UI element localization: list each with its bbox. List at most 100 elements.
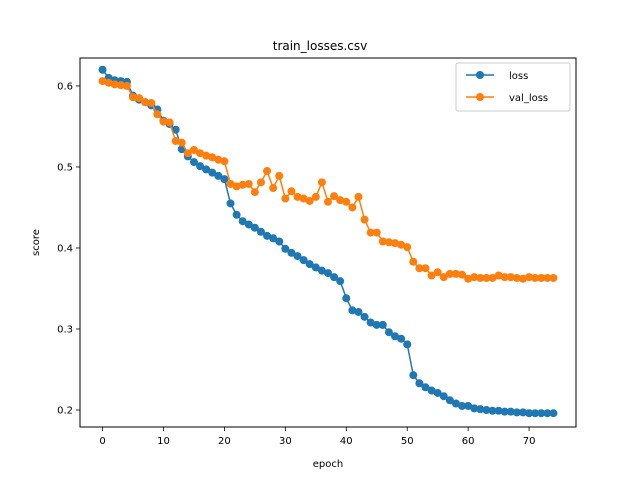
- data-point-val-loss: [165, 118, 174, 127]
- data-point-val-loss: [104, 78, 113, 87]
- data-point-val-loss: [238, 180, 247, 189]
- data-point-loss: [458, 401, 467, 410]
- data-point-loss: [287, 248, 296, 257]
- data-point-loss: [397, 334, 406, 343]
- data-point-val-loss: [403, 243, 412, 252]
- data-point-val-loss: [500, 273, 509, 282]
- x-axis-label: epoch: [313, 459, 343, 470]
- data-point-loss: [214, 171, 223, 180]
- data-point-val-loss: [171, 137, 180, 146]
- data-point-loss: [378, 320, 387, 329]
- data-point-val-loss: [470, 273, 479, 282]
- y-tick-label: 0.4: [57, 243, 73, 254]
- data-point-loss: [525, 409, 534, 418]
- data-point-loss: [220, 175, 229, 184]
- data-point-loss: [202, 165, 211, 174]
- data-point-loss: [171, 125, 180, 134]
- data-point-val-loss: [208, 153, 217, 162]
- data-point-loss: [464, 401, 473, 410]
- x-tick-label: 20: [218, 436, 231, 447]
- data-point-val-loss: [549, 273, 558, 282]
- data-point-loss: [256, 227, 265, 236]
- data-point-val-loss: [281, 194, 290, 203]
- data-point-val-loss: [141, 98, 150, 107]
- y-tick-label: 0.6: [57, 81, 73, 92]
- data-point-loss: [433, 388, 442, 397]
- data-point-val-loss: [336, 196, 345, 205]
- data-point-val-loss: [525, 273, 534, 282]
- data-point-loss: [439, 392, 448, 401]
- legend-marker-loss: [476, 71, 484, 79]
- data-point-loss: [415, 379, 424, 388]
- data-point-val-loss: [409, 257, 418, 266]
- x-tick-label: 10: [157, 436, 170, 447]
- data-point-val-loss: [232, 182, 241, 191]
- legend: loss val_loss: [455, 62, 571, 112]
- data-point-loss: [482, 405, 491, 414]
- y-axis-label: score: [31, 229, 42, 256]
- data-point-loss: [518, 408, 527, 417]
- data-point-loss: [427, 386, 436, 395]
- data-point-val-loss: [397, 240, 406, 249]
- data-point-loss: [189, 158, 198, 167]
- data-point-val-loss: [244, 179, 253, 188]
- data-point-val-loss: [348, 203, 357, 212]
- y-tick-label: 0.5: [57, 162, 73, 173]
- data-point-val-loss: [183, 149, 192, 158]
- data-point-loss: [330, 273, 339, 282]
- data-point-loss: [293, 252, 302, 261]
- data-point-val-loss: [122, 81, 131, 90]
- data-point-val-loss: [250, 188, 259, 197]
- data-point-loss: [494, 406, 503, 415]
- data-point-val-loss: [330, 192, 339, 201]
- data-point-val-loss: [202, 151, 211, 160]
- data-point-loss: [299, 256, 308, 265]
- data-point-loss: [269, 234, 278, 243]
- data-point-val-loss: [537, 273, 546, 282]
- data-point-val-loss: [159, 117, 168, 126]
- data-point-loss: [305, 260, 314, 269]
- data-point-loss: [403, 340, 412, 349]
- data-point-loss: [488, 406, 497, 415]
- data-point-loss: [226, 199, 235, 208]
- data-point-val-loss: [256, 178, 265, 187]
- data-point-val-loss: [317, 178, 326, 187]
- data-point-val-loss: [287, 187, 296, 196]
- data-point-loss: [360, 312, 369, 321]
- data-point-val-loss: [427, 271, 436, 280]
- data-point-loss: [549, 409, 558, 418]
- x-tick-label: 30: [279, 436, 292, 447]
- x-tick-label: 60: [462, 436, 475, 447]
- data-point-val-loss: [543, 273, 552, 282]
- data-point-val-loss: [354, 192, 363, 201]
- data-point-val-loss: [421, 264, 430, 273]
- x-tick-label: 40: [340, 436, 353, 447]
- data-point-val-loss: [299, 194, 308, 203]
- data-point-val-loss: [366, 228, 375, 237]
- data-point-loss: [196, 162, 205, 171]
- data-point-loss: [232, 210, 241, 219]
- x-axis: 0 10 20 30 40 50 60 70: [99, 427, 535, 447]
- data-point-val-loss: [482, 273, 491, 282]
- data-point-val-loss: [451, 269, 460, 278]
- legend-marker-val-loss: [476, 93, 484, 101]
- data-point-val-loss: [464, 274, 473, 283]
- series-layer: [98, 65, 558, 418]
- data-point-val-loss: [518, 274, 527, 283]
- data-point-loss: [281, 244, 290, 253]
- data-point-val-loss: [226, 179, 235, 188]
- data-point-loss: [348, 306, 357, 315]
- x-tick-label: 50: [401, 436, 414, 447]
- data-point-val-loss: [512, 273, 521, 282]
- data-point-loss: [263, 231, 272, 240]
- data-point-val-loss: [415, 264, 424, 273]
- data-point-loss: [531, 409, 540, 418]
- data-point-val-loss: [189, 145, 198, 154]
- data-point-loss: [336, 277, 345, 286]
- data-point-loss: [476, 405, 485, 414]
- legend-label-loss: loss: [509, 71, 528, 82]
- y-axis: 0.2 0.3 0.4 0.5 0.6: [57, 81, 80, 416]
- data-point-loss: [537, 409, 546, 418]
- data-point-val-loss: [378, 237, 387, 246]
- data-point-loss: [238, 217, 247, 226]
